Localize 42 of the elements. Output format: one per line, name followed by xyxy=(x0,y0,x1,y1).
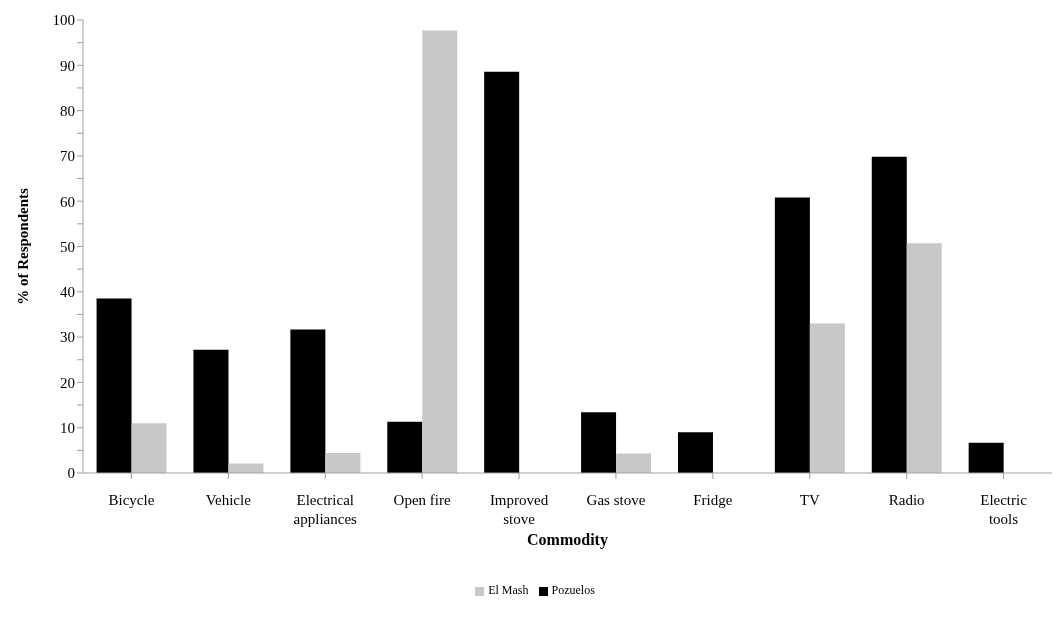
bar xyxy=(131,423,167,473)
x-tick-label: Bicycle xyxy=(108,492,155,508)
x-tick-label: Electric tools xyxy=(980,492,1028,527)
x-axis-title: Commodity xyxy=(527,531,608,549)
y-tick-label: 80 xyxy=(60,102,75,119)
x-tick-label: Fridge xyxy=(693,492,733,508)
y-tick-label: 70 xyxy=(60,148,75,165)
x-tick-label: Vehicle xyxy=(205,492,252,508)
x-tick-label: Gas stove xyxy=(586,492,646,508)
bar xyxy=(616,453,652,473)
x-tick-label: TV xyxy=(799,492,820,508)
y-tick-label: 20 xyxy=(60,374,75,391)
legend-label: El Mash xyxy=(488,583,529,597)
y-tick-label: 0 xyxy=(67,465,75,482)
y-tick-label: 60 xyxy=(60,193,75,210)
y-axis-title: % of Respondents xyxy=(15,188,32,305)
legend-label: Pozuelos xyxy=(551,583,595,597)
x-tick-label: Improved stove xyxy=(489,492,549,527)
bar xyxy=(871,156,907,473)
bar xyxy=(422,30,458,473)
bar xyxy=(228,463,264,473)
y-tick-label: 100 xyxy=(52,12,75,29)
y-tick-label: 10 xyxy=(60,420,75,437)
y-tick-label: 50 xyxy=(60,238,75,255)
bar xyxy=(581,412,617,473)
bar xyxy=(290,329,326,473)
bar xyxy=(774,197,810,473)
bar xyxy=(968,442,1004,473)
bar xyxy=(325,453,361,473)
x-tick-label: Open fire xyxy=(393,492,452,508)
bar xyxy=(906,243,942,473)
bar xyxy=(387,421,423,473)
y-tick-label: 30 xyxy=(60,329,75,346)
x-tick-label: Electrical appliances xyxy=(293,492,358,527)
bar xyxy=(677,432,713,473)
bar xyxy=(809,323,845,473)
bar xyxy=(484,71,520,473)
bar xyxy=(193,349,229,473)
y-tick-label: 40 xyxy=(60,284,75,301)
y-tick-label: 90 xyxy=(60,57,75,74)
bar xyxy=(96,298,132,473)
x-tick-label: Radio xyxy=(888,492,925,508)
